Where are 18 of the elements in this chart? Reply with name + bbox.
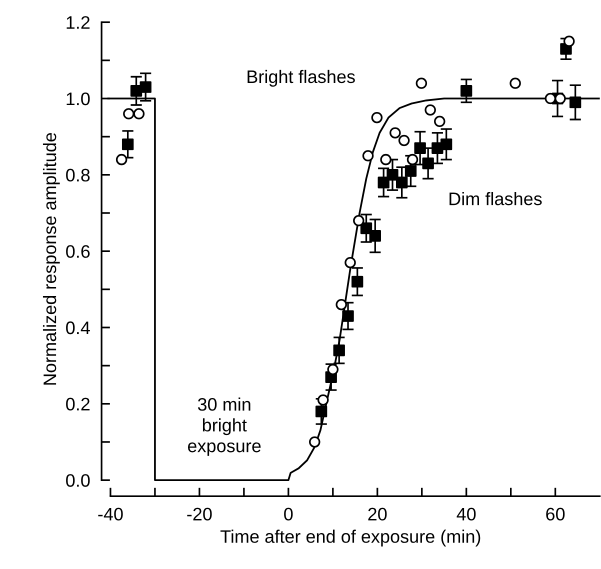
x-tick-label: 40 <box>456 508 476 521</box>
y-tick-label: 0.0 <box>66 474 90 487</box>
y-tick-label: 0.6 <box>66 245 90 258</box>
y-tick-label: 0.4 <box>66 321 90 334</box>
y-tick-label: 1.0 <box>66 92 90 106</box>
y-axis-title: Normalized response amplitude <box>42 133 60 385</box>
series-label: Dim flashes <box>450 192 542 206</box>
annotation: 30 min bright exposure <box>188 398 261 456</box>
x-axis-title: Time after end of exposure (min) <box>220 530 480 546</box>
x-tick-label: 60 <box>546 508 565 521</box>
x-tick-label: -20 <box>187 508 212 521</box>
x-tick-label: 20 <box>368 508 387 521</box>
x-tick-label: 0 <box>284 508 293 521</box>
y-tick-label: 1.2 <box>66 16 90 29</box>
y-tick-label: 0.8 <box>66 168 90 182</box>
x-tick-label: -40 <box>98 508 123 521</box>
series-label: Bright flashes <box>248 70 355 87</box>
y-tick-label: 0.2 <box>66 398 90 411</box>
